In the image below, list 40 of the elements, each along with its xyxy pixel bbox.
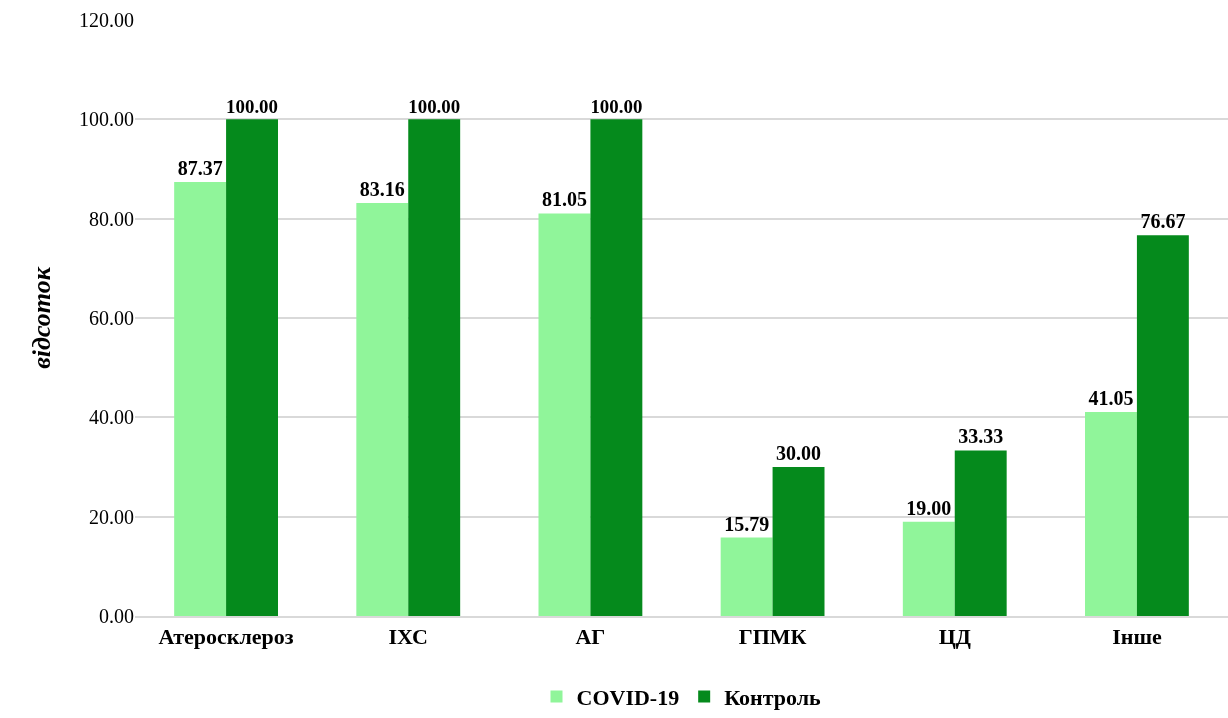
data-label: 41.05 <box>1088 387 1134 410</box>
legend-label: Контроль <box>724 684 822 710</box>
x-tick-label: Атеросклероз <box>158 624 294 650</box>
x-tick-label: ГПМК <box>738 624 807 650</box>
bar <box>720 537 773 616</box>
data-label: 100.00 <box>226 95 278 117</box>
bar <box>772 467 825 616</box>
data-label: 30.00 <box>776 442 822 464</box>
bar <box>1085 412 1137 616</box>
x-tick-label: ЦД <box>938 624 971 650</box>
x-tick-label: ІХС <box>388 624 428 650</box>
bar <box>538 213 591 616</box>
x-tick-label: АГ <box>575 624 606 650</box>
bar <box>1136 235 1189 616</box>
data-label: 87.37 <box>177 157 223 180</box>
x-tick-label: Інше <box>1112 624 1162 650</box>
y-tick-label: 60.00 <box>89 307 134 329</box>
bar <box>174 182 227 616</box>
data-label: 15.79 <box>724 512 770 535</box>
y-tick-label: 120.00 <box>79 9 134 31</box>
y-axis-title: відсоток <box>27 266 57 369</box>
bar <box>590 119 643 616</box>
bar <box>356 202 409 616</box>
bar <box>902 521 955 616</box>
bar <box>954 450 1007 616</box>
y-tick-label: 0.00 <box>99 605 134 627</box>
y-tick-label: 40.00 <box>89 406 134 429</box>
bar <box>408 119 461 616</box>
y-tick-label: 20.00 <box>89 505 134 528</box>
data-label: 100.00 <box>590 95 643 117</box>
y-tick-label: 100.00 <box>79 108 134 131</box>
y-tick-label: 80.00 <box>89 207 134 230</box>
bar <box>226 119 278 616</box>
data-label: 83.16 <box>359 177 405 200</box>
data-label: 76.67 <box>1140 210 1186 233</box>
data-label: 33.33 <box>958 425 1004 448</box>
data-label: 19.00 <box>906 496 952 519</box>
legend-label: COVID-19 <box>576 684 680 710</box>
data-label: 81.05 <box>541 188 587 211</box>
data-label: 100.00 <box>408 95 461 117</box>
